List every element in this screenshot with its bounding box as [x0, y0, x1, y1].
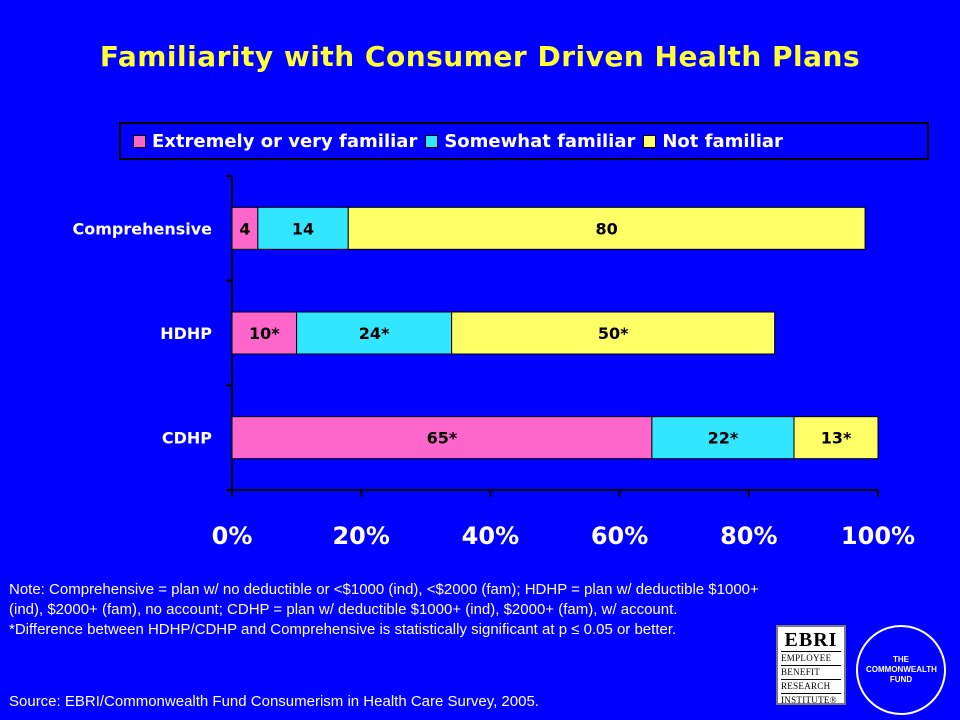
note-definitions: Note: Comprehensive = plan w/ no deducti…: [9, 581, 759, 618]
bar-segment: [231, 206, 259, 250]
chart-legend: Extremely or very familiar Somewhat fami…: [119, 122, 929, 160]
legend-label-extremely: Extremely or very familiar: [152, 130, 418, 152]
category-label: Comprehensive: [72, 219, 212, 238]
data-label: 24*: [359, 324, 390, 343]
data-label: 10*: [249, 324, 280, 343]
chart-source: Source: EBRI/Commonwealth Fund Consumeri…: [9, 693, 539, 710]
legend-label-not-familiar: Not familiar: [662, 130, 783, 152]
data-label: 50*: [598, 324, 629, 343]
bar-segment: [451, 311, 776, 355]
chart-note: Note: Comprehensive = plan w/ no deducti…: [9, 580, 774, 640]
data-label: 4: [239, 219, 250, 238]
data-label: 13*: [821, 429, 852, 448]
bar-segment: [651, 416, 795, 460]
category-label: CDHP: [162, 429, 212, 448]
bar-segment: [296, 311, 453, 355]
legend-swatch-somewhat: [425, 134, 439, 148]
commonwealth-fund-logo: THE COMMONWEALTH FUND: [856, 625, 946, 715]
ebri-logo-line: Benefit: [781, 666, 841, 680]
ebri-logo: EBRI Employee Benefit Research Institute…: [776, 625, 846, 705]
legend-item-somewhat: Somewhat familiar: [425, 131, 635, 152]
data-label: 80: [596, 219, 618, 238]
x-tick-label: 60%: [591, 522, 648, 550]
ebri-logo-line: Employee: [781, 652, 841, 666]
legend-swatch-not-familiar: [643, 134, 657, 148]
commonwealth-fund-logo-text: THE COMMONWEALTH FUND: [866, 655, 937, 684]
x-tick-label: 40%: [462, 522, 519, 550]
ebri-logo-line: Research: [781, 680, 841, 694]
bar-segment: [257, 206, 349, 250]
category-label: HDHP: [160, 324, 212, 343]
legend-item-extremely: Extremely or very familiar: [133, 131, 417, 152]
x-tick-label: 80%: [720, 522, 777, 550]
stacked-bar-chart: 0% 20% 40% 60% 80% 100% Comprehensive 4 14 80 HDHP…: [72, 175, 915, 550]
x-tick-label: 0%: [212, 522, 253, 550]
bar-segment: [231, 311, 298, 355]
data-label: 14: [292, 219, 314, 238]
x-tick-label: 100%: [841, 522, 915, 550]
ebri-logo-abbr: EBRI: [781, 629, 841, 652]
bar-segment: [231, 416, 653, 460]
legend-item-not-familiar: Not familiar: [643, 131, 783, 152]
bar-segment: [347, 206, 866, 250]
legend-label-somewhat: Somewhat familiar: [444, 130, 636, 152]
data-label: 65*: [427, 429, 458, 448]
legend-swatch-extremely: [133, 134, 146, 148]
chart-title: Familiarity with Consumer Driven Health …: [99, 40, 861, 73]
ebri-logo-line: Institute®: [781, 695, 837, 705]
data-label: 22*: [708, 429, 739, 448]
x-tick-label: 20%: [332, 522, 389, 550]
bar-segment: [793, 416, 879, 460]
note-significance: *Difference between HDHP/CDHP and Compre…: [9, 621, 677, 638]
